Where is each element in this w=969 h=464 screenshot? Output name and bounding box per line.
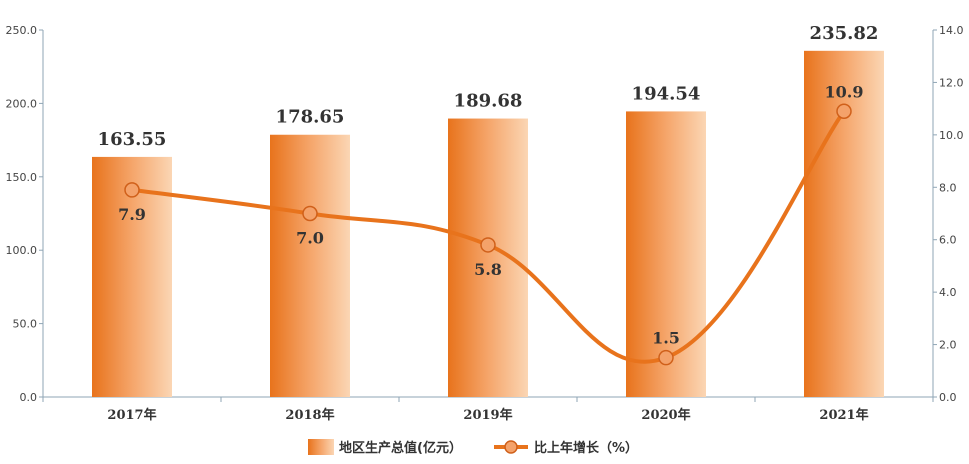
bar (804, 50, 884, 398)
growth-line-path (130, 109, 846, 364)
right-tick-label: 4.0 (939, 286, 957, 299)
bar-value-label: 189.68 (454, 91, 523, 112)
legend-marker-swatch (504, 440, 518, 454)
bar-value-label: 178.65 (276, 107, 345, 128)
legend: 地区生产总值(亿元） 比上年增长（%） (308, 439, 638, 456)
legend-label-growth: 比上年增长（%） (534, 440, 638, 456)
bar (626, 111, 706, 397)
left-tick-label: 50.0 (13, 318, 38, 331)
line-value-label: 7.0 (296, 229, 324, 248)
x-tick-label: 2018年 (285, 407, 334, 423)
line-point (302, 205, 318, 222)
x-tick-label: 2020年 (641, 407, 690, 423)
right-tick-label: 2.0 (939, 339, 957, 352)
legend-label-gdp: 地区生产总值(亿元） (339, 440, 462, 456)
left-tick-label: 150.0 (6, 171, 38, 184)
growth-line (124, 103, 852, 366)
data-labels: 163.55 178.65 189.68 194.54 235.82 7.9 7.0 5.8 1… (98, 23, 879, 348)
bars (92, 50, 884, 398)
bar-value-label: 194.54 (632, 83, 701, 104)
line-point (480, 237, 496, 253)
right-tick-label: 6.0 (939, 234, 957, 247)
legend-item-growth: 比上年增长（%） (494, 440, 638, 456)
right-tick-label: 0.0 (939, 391, 957, 404)
x-tick-label: 2021年 (819, 407, 868, 423)
line-point (124, 182, 140, 198)
bar (270, 134, 350, 397)
legend-bar-swatch (308, 439, 334, 455)
right-tick-label: 12.0 (939, 76, 964, 89)
right-tick-label: 14.0 (939, 24, 964, 37)
line-value-label: 10.9 (825, 82, 864, 101)
right-tick-label: 10.0 (939, 129, 964, 142)
x-tick-label: 2017年 (107, 407, 156, 423)
left-tick-label: 100.0 (6, 244, 38, 257)
right-tick-label: 8.0 (939, 181, 957, 194)
left-tick-label: 0.0 (20, 391, 38, 404)
x-tick-label: 2019年 (463, 407, 512, 423)
axes: 0.0 50.0 100.0 150.0 200.0 250.0 0.0 2.0 4.0 6.0 8… (6, 24, 964, 423)
line-value-label: 7.9 (118, 205, 146, 224)
line-value-label: 5.8 (474, 260, 502, 279)
bar-value-label: 235.82 (810, 23, 879, 44)
line-value-label: 1.5 (652, 329, 680, 348)
bar (448, 118, 528, 398)
line-point (658, 349, 674, 366)
bar-value-label: 163.55 (98, 129, 167, 150)
left-tick-label: 250.0 (6, 24, 38, 37)
left-tick-label: 200.0 (6, 97, 38, 110)
line-point (836, 103, 852, 120)
legend-item-gdp: 地区生产总值(亿元） (308, 439, 462, 456)
